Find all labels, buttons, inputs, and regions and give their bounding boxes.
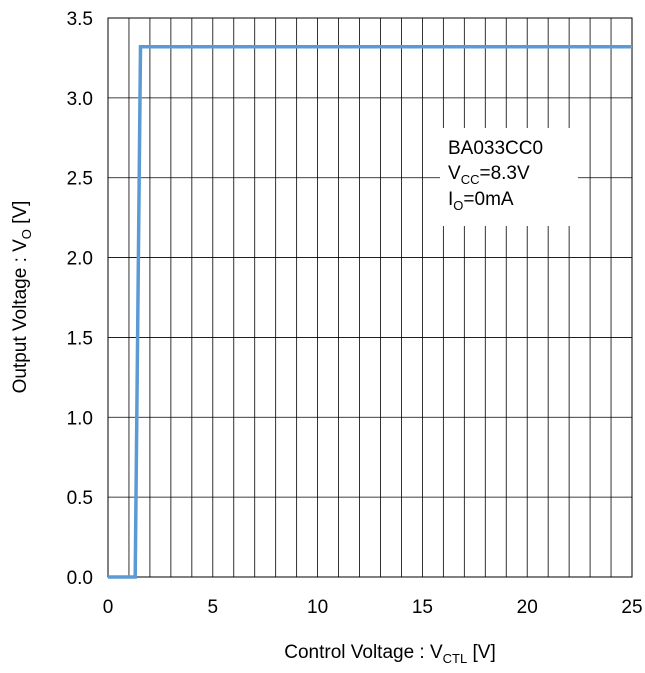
annotation-model: BA033CC0 xyxy=(448,138,543,159)
y-tick-label: 0.0 xyxy=(67,568,93,589)
y-tick-label: 2.5 xyxy=(67,169,93,190)
y-tick-label: 1.5 xyxy=(67,328,93,349)
y-tick-label: 1.0 xyxy=(67,408,93,429)
grid-layer xyxy=(107,17,633,578)
plot-frame xyxy=(107,17,633,578)
annotation-box: BA033CC0 VCC=8.3V IO=0mA xyxy=(440,128,578,226)
y-axis-title: Output Voltage : VO [V] xyxy=(10,201,34,394)
series-layer xyxy=(108,44,632,579)
x-axis-title: Control Voltage : VCTL [V] xyxy=(284,642,496,666)
y-tick-label: 3.0 xyxy=(67,89,93,110)
series-line xyxy=(108,44,632,579)
x-tick-label: 20 xyxy=(517,597,538,618)
y-tick-label: 0.5 xyxy=(67,488,93,509)
annotation-vcc: VCC=8.3V xyxy=(448,163,530,187)
y-tick-label: 2.0 xyxy=(67,249,93,270)
x-tick-label: 25 xyxy=(621,597,642,618)
tick-layer: 0 5 10 15 20 25 0.0 0.5 1.0 1.5 2.0 2.5 3.0 3.5 xyxy=(67,9,643,618)
y-tick-label: 3.5 xyxy=(67,9,93,30)
annotation-io: IO=0mA xyxy=(448,189,514,213)
annotation-background xyxy=(440,128,578,226)
x-tick-label: 10 xyxy=(307,597,328,618)
x-tick-label: 5 xyxy=(208,597,219,618)
x-tick-label: 15 xyxy=(412,597,433,618)
x-tick-label: 0 xyxy=(103,597,114,618)
